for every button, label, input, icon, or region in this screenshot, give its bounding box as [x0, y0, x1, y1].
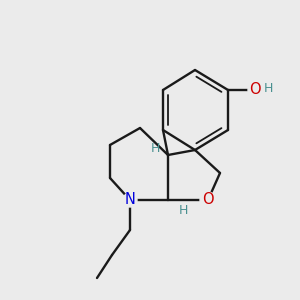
Text: O: O: [202, 193, 214, 208]
Text: H: H: [263, 82, 273, 94]
Circle shape: [123, 193, 137, 207]
Text: O: O: [249, 82, 261, 98]
Circle shape: [248, 83, 262, 97]
Text: N: N: [124, 193, 135, 208]
Text: H: H: [150, 142, 160, 154]
Circle shape: [200, 192, 216, 208]
Text: H: H: [178, 203, 188, 217]
